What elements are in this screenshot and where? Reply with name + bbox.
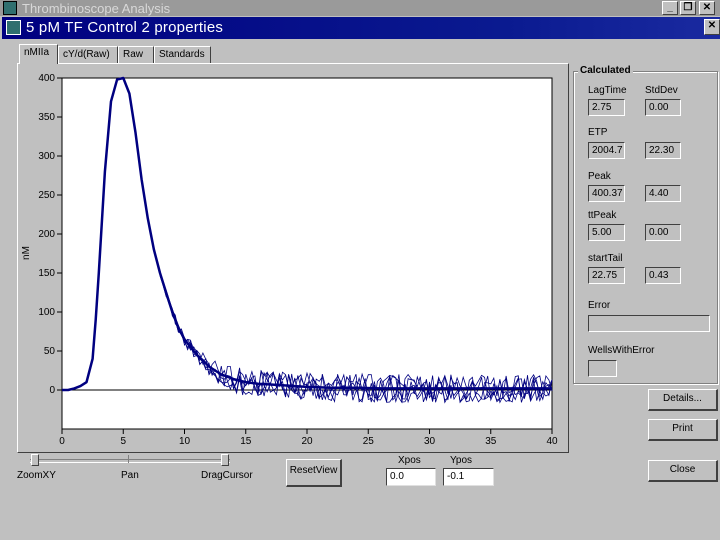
replicate-trace <box>159 272 553 404</box>
etp-stddev: 22.30 <box>645 142 681 159</box>
close-button[interactable]: Close <box>648 460 718 482</box>
ttpeak-stddev: 0.00 <box>645 224 681 241</box>
tab-nmiia[interactable]: nMIIa <box>19 44 58 64</box>
x-tick-label: 5 <box>120 436 126 447</box>
y-tick-label: 200 <box>38 229 55 240</box>
starttail-label: startTail <box>588 253 623 264</box>
peak-label: Peak <box>588 171 611 182</box>
dialog-title-bar <box>2 17 720 39</box>
slider-label-pan: Pan <box>121 470 139 481</box>
y-tick-label: 150 <box>38 268 55 279</box>
details-button[interactable]: Details... <box>648 389 718 411</box>
slider-thumb-right[interactable] <box>221 454 229 466</box>
etp-value: 2004.7 <box>588 142 625 159</box>
starttail-stddev: 0.43 <box>645 267 681 284</box>
y-tick-label: 300 <box>38 151 55 162</box>
lagtime-value: 2.75 <box>588 99 625 116</box>
wells-with-error-field <box>588 360 617 377</box>
dialog-title: 5 pM TF Control 2 properties <box>26 19 224 36</box>
y-axis-label: nM <box>21 246 32 260</box>
lagtime-label: LagTime <box>588 85 627 96</box>
dialog-icon <box>6 20 21 35</box>
starttail-value: 22.75 <box>588 267 625 284</box>
x-tick-label: 35 <box>485 436 497 447</box>
tab-raw[interactable]: Raw <box>118 46 154 63</box>
lagtime-stddev: 0.00 <box>645 99 681 116</box>
x-tick-label: 20 <box>301 436 313 447</box>
y-tick-label: 250 <box>38 190 55 201</box>
y-tick-label: 350 <box>38 112 55 123</box>
print-button[interactable]: Print <box>648 419 718 441</box>
mode-slider-track[interactable] <box>30 459 230 463</box>
ypos-field[interactable]: -0.1 <box>443 468 494 486</box>
app-title-bar <box>0 0 720 16</box>
ttpeak-value: 5.00 <box>588 224 625 241</box>
thrombin-chart[interactable]: 0 50 100 150 200 250 300 350 400 0 5 10 15 20 25 30 35 4… <box>20 73 565 448</box>
plot-area <box>61 77 553 430</box>
x-tick-label: 10 <box>179 436 191 447</box>
y-tick-label: 100 <box>38 307 55 318</box>
error-label: Error <box>588 300 611 311</box>
replicate-trace <box>159 274 553 404</box>
peak-value: 400.37 <box>588 185 625 202</box>
error-field <box>588 315 710 332</box>
calculated-group <box>573 71 718 384</box>
tab-cyd-raw[interactable]: cY/d(Raw) <box>58 46 118 63</box>
calculated-title: Calculated <box>578 65 633 76</box>
minimize-icon[interactable]: _ <box>662 1 678 15</box>
restore-icon[interactable]: ❐ <box>680 1 696 15</box>
slider-tick-pan <box>128 455 129 463</box>
x-tick-label: 0 <box>59 436 65 447</box>
x-tick-label: 15 <box>240 436 252 447</box>
ypos-label: Ypos <box>450 455 473 466</box>
series-line <box>62 76 552 392</box>
y-tick-label: 0 <box>49 385 55 396</box>
reset-view-button[interactable]: ResetView <box>286 459 342 487</box>
peak-stddev: 4.40 <box>645 185 681 202</box>
app-title: Thrombinoscope Analysis <box>22 1 171 16</box>
xpos-label: Xpos <box>398 455 421 466</box>
tab-standards[interactable]: Standards <box>154 46 211 63</box>
x-tick-label: 25 <box>363 436 375 447</box>
app-icon <box>3 1 17 15</box>
ttpeak-label: ttPeak <box>588 210 617 221</box>
x-tick-label: 40 <box>546 436 558 447</box>
y-tick-label: 400 <box>38 73 55 84</box>
stddev-label: StdDev <box>645 85 678 96</box>
replicate-trace <box>159 275 553 404</box>
tab-panel <box>17 63 569 453</box>
slider-thumb-left[interactable] <box>31 454 39 466</box>
slider-label-zoomxy: ZoomXY <box>17 470 56 481</box>
y-tick-label: 50 <box>44 346 56 357</box>
close-app-icon[interactable]: ✕ <box>699 1 715 15</box>
etp-label: ETP <box>588 127 608 138</box>
slider-label-dragcursor: DragCursor <box>201 470 253 481</box>
close-dialog-icon[interactable]: ✕ <box>704 19 720 35</box>
x-tick-label: 30 <box>424 436 436 447</box>
wells-with-error-label: WellsWithError <box>588 345 655 356</box>
xpos-field[interactable]: 0.0 <box>386 468 436 486</box>
